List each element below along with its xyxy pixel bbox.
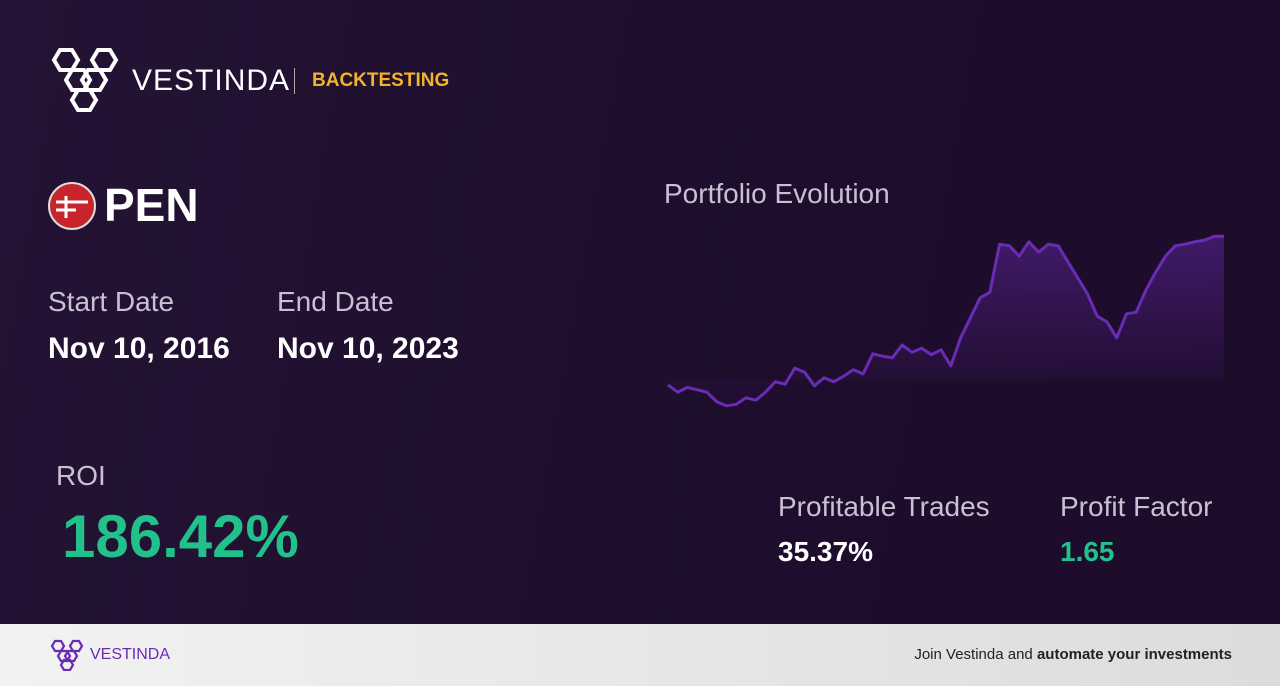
footer-cta[interactable]: automate your investments — [1036, 646, 1232, 663]
footer-logo — [50, 639, 84, 671]
roi-label: ROI — [56, 460, 106, 491]
end-label: End Date — [277, 286, 394, 317]
footer-text: Join Vestinda and automate your investme… — [914, 646, 1232, 663]
chart-title: Portfolio Evolution — [664, 178, 890, 209]
logo — [51, 48, 119, 112]
end-value: Nov 10, 2023 — [277, 332, 459, 365]
factor-value: 1.65 — [1060, 536, 1115, 567]
trades-value: 35.37% — [778, 536, 873, 567]
roi-value: 186.42% — [62, 503, 299, 570]
footer: VESTINDA Join Vestinda and automate your… — [0, 624, 1280, 686]
factor-label: Profit Factor — [1060, 491, 1213, 522]
area-fill — [668, 236, 1224, 406]
footer-lead: Join Vestinda and — [914, 646, 1033, 663]
footer-brand: VESTINDA — [90, 646, 171, 663]
asset-icon — [48, 182, 96, 230]
section: BACKTESTING — [312, 70, 450, 91]
start-label: Start Date — [48, 286, 175, 317]
trades-label: Profitable Trades — [778, 491, 990, 522]
start-value: Nov 10, 2016 — [48, 332, 230, 365]
brand: VESTINDA — [132, 64, 291, 97]
divider — [294, 68, 295, 94]
line — [667, 234, 1224, 408]
chart — [667, 234, 1224, 408]
ticker: PEN — [104, 179, 199, 231]
